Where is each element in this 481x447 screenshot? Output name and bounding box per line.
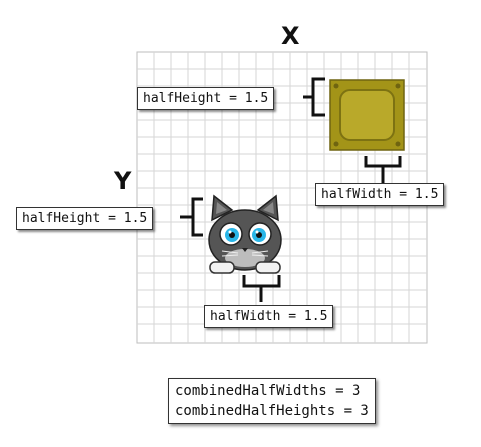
cat-sprite <box>208 194 282 274</box>
cat-half-width-bracket <box>242 275 281 302</box>
box-half-width-bracket <box>364 156 402 183</box>
box-half-height-label: halfHeight = 1.5 <box>137 87 275 110</box>
combined-values-box: combinedHalfWidths = 3 combinedHalfHeigh… <box>168 378 376 424</box>
cat-half-height-bracket <box>180 197 203 237</box>
combined-half-widths: combinedHalfWidths = 3 <box>175 383 361 399</box>
box-half-height-bracket <box>303 77 325 117</box>
cat-half-height-label: halfHeight = 1.5 <box>16 207 154 230</box>
cat-half-width-label: halfWidth = 1.5 <box>204 305 334 328</box>
box-half-width-label: halfWidth = 1.5 <box>315 183 445 206</box>
box-sprite <box>329 79 405 151</box>
x-axis-label: X <box>281 22 300 50</box>
y-axis-label: Y <box>114 167 132 195</box>
combined-half-heights: combinedHalfHeights = 3 <box>175 403 369 419</box>
